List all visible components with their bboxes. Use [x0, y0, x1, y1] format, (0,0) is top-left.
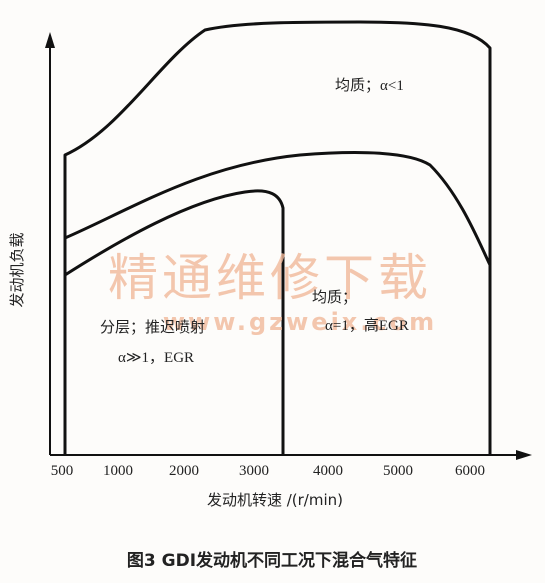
- x-tick-label: 1000: [103, 463, 133, 479]
- boundary-outer: [63, 20, 492, 455]
- region-label: α=1，高EGR: [325, 317, 409, 334]
- x-ticks: 500 1000 2000 3000 4000 5000 6000: [51, 463, 485, 479]
- boundary-stratified: [64, 189, 285, 455]
- watermark: 精通维修下载: [108, 249, 432, 307]
- x-axis-arrow: [516, 450, 532, 460]
- x-axis-label: 发动机转速 /(r/min): [207, 491, 343, 509]
- caption: 图3 GDI发动机不同工况下混合气特征: [127, 550, 417, 571]
- x-tick-label: 2000: [169, 463, 199, 479]
- boundary-middle: [64, 150, 492, 266]
- y-axis-arrow: [45, 32, 55, 48]
- x-tick-label: 5000: [383, 463, 413, 479]
- region-label: 分层；推迟喷射: [100, 319, 205, 336]
- y-axis-label: 发动机负载: [8, 232, 26, 307]
- region-label: 均质；α<1: [335, 77, 404, 94]
- watermark-url: www.gzweix.com: [163, 308, 437, 336]
- x-tick-label: 4000: [313, 463, 343, 479]
- x-tick-label: 3000: [239, 463, 269, 479]
- x-tick-label: 6000: [455, 463, 485, 479]
- x-tick-label: 500: [51, 463, 74, 479]
- region-label: α≫1，EGR: [118, 350, 194, 366]
- region-label: 均质；: [312, 289, 357, 306]
